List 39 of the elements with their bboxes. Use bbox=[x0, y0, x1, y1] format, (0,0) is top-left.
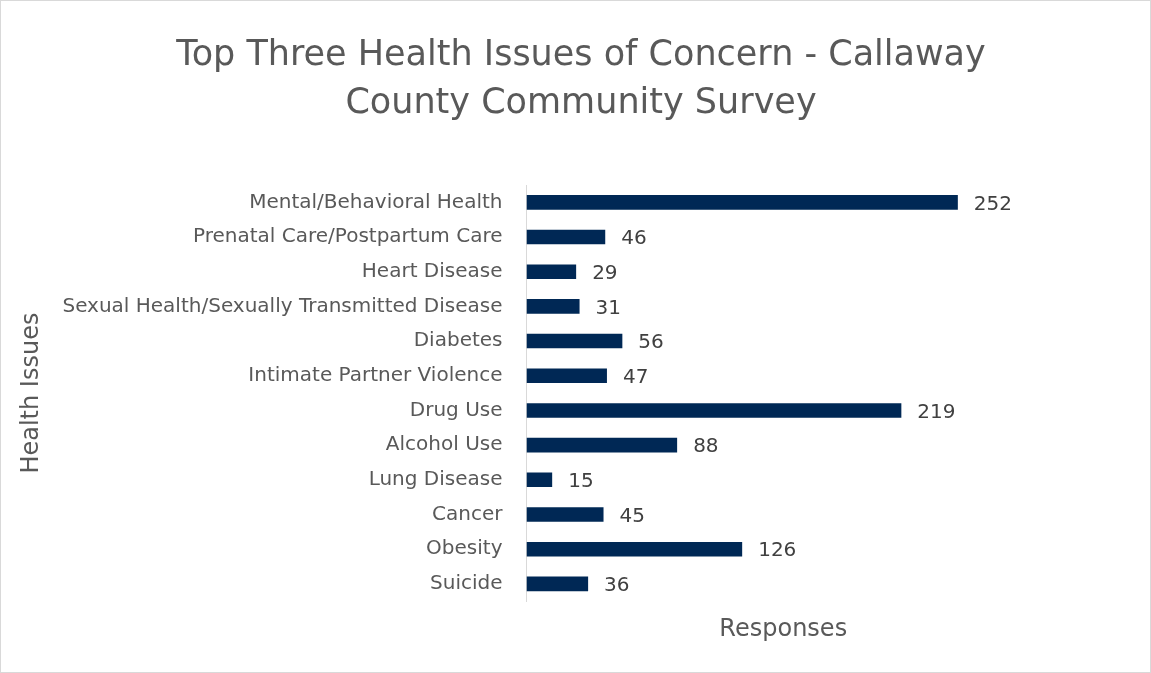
bar bbox=[526, 576, 589, 592]
data-label: 45 bbox=[619, 502, 645, 527]
chart-title: Top Three Health Issues of Concern - Callaway County Community Survey bbox=[175, 32, 987, 123]
y-axis-title: Health Issues bbox=[15, 312, 44, 474]
data-label: 219 bbox=[917, 398, 956, 423]
bar bbox=[526, 541, 743, 557]
y-tick-label: Heart Disease bbox=[361, 257, 503, 282]
y-tick-label: Drug Use bbox=[409, 396, 503, 421]
bar bbox=[526, 195, 958, 210]
bar bbox=[526, 299, 580, 314]
data-label: 15 bbox=[568, 468, 594, 493]
bar bbox=[526, 229, 606, 245]
y-tick-label: Intimate Partner Violence bbox=[248, 361, 503, 386]
data-label: 88 bbox=[693, 433, 719, 458]
y-tick-label: Alcohol Use bbox=[385, 431, 503, 456]
data-label: 252 bbox=[973, 190, 1013, 215]
data-label: 126 bbox=[758, 537, 797, 562]
data-label: 29 bbox=[592, 259, 618, 284]
y-tick-label: Suicide bbox=[430, 570, 503, 595]
bar bbox=[526, 507, 604, 522]
bar bbox=[526, 472, 553, 488]
y-tick-label: Sexual Health/Sexually Transmitted Disease bbox=[62, 292, 503, 317]
data-label: 56 bbox=[638, 329, 664, 354]
data-label: 31 bbox=[595, 294, 622, 319]
data-label: 47 bbox=[622, 363, 649, 388]
y-tick-label: Diabetes bbox=[413, 327, 503, 352]
y-tick-label: Prenatal Care/Postpartum Care bbox=[193, 223, 503, 248]
y-tick-label: Obesity bbox=[426, 535, 503, 560]
bar bbox=[526, 403, 902, 418]
data-label: 36 bbox=[604, 572, 630, 597]
x-axis-title: Responses bbox=[719, 613, 848, 642]
bar bbox=[526, 368, 607, 384]
bar bbox=[526, 264, 577, 279]
y-tick-label: Mental/Behavioral Health bbox=[249, 188, 503, 213]
data-label: 46 bbox=[621, 225, 647, 250]
bar bbox=[526, 333, 623, 349]
y-tick-label: Lung Disease bbox=[368, 466, 503, 491]
y-tick-label: Cancer bbox=[432, 500, 504, 525]
bar bbox=[526, 437, 678, 453]
